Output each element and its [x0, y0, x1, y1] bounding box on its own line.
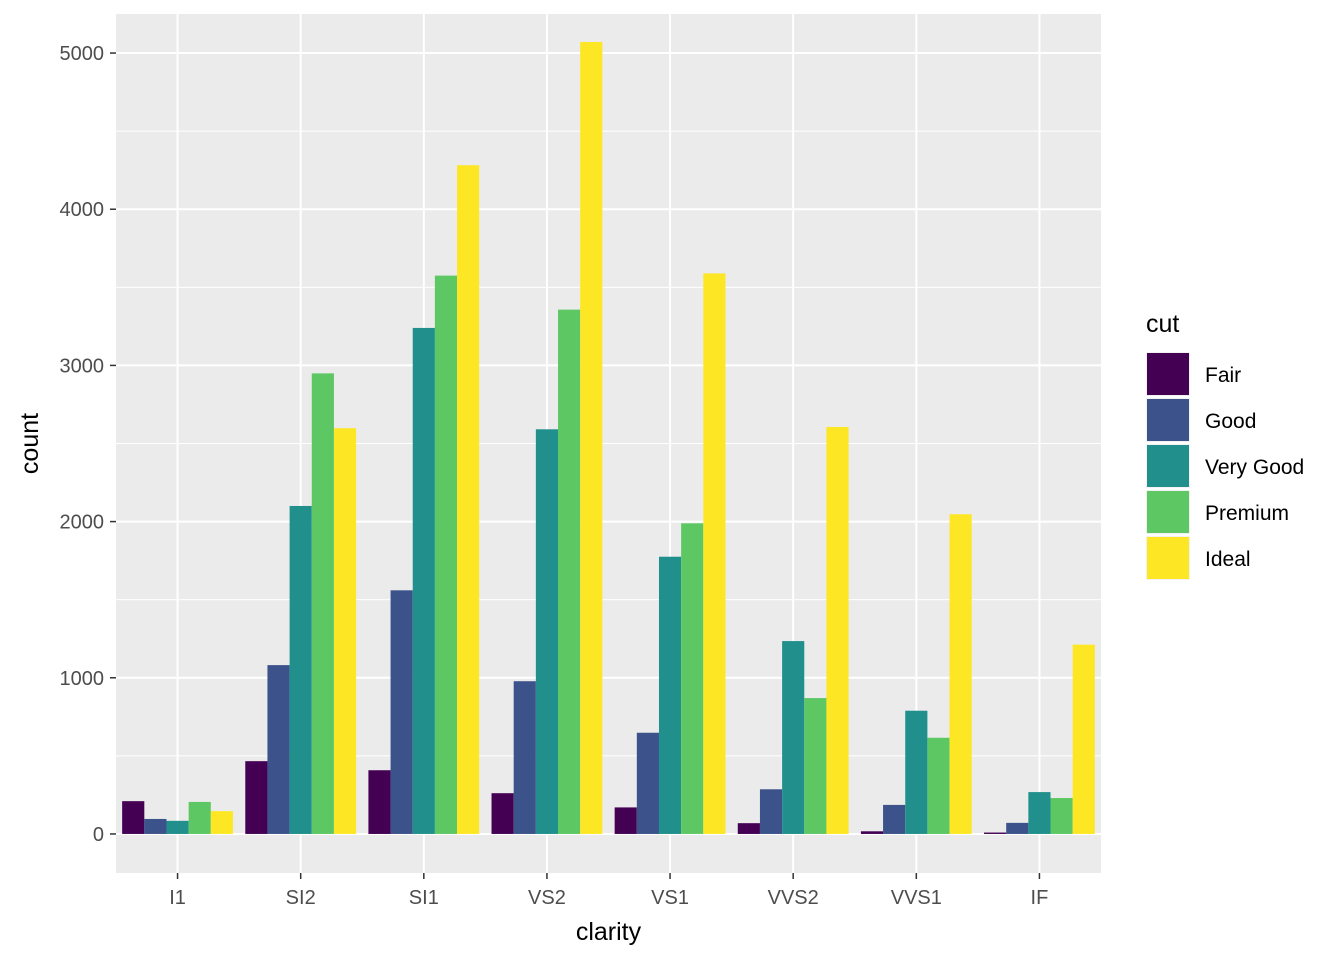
- bar: [434, 275, 458, 834]
- legend-swatch: [1147, 353, 1189, 395]
- bar: [558, 309, 581, 834]
- bar: [166, 820, 189, 834]
- legend-swatch: [1147, 445, 1189, 487]
- bar: [390, 590, 413, 834]
- legend-swatch: [1147, 491, 1189, 533]
- bar: [984, 832, 1007, 834]
- bar: [1006, 822, 1029, 834]
- bar: [580, 41, 603, 834]
- bar: [457, 165, 480, 834]
- bar: [311, 373, 334, 834]
- x-tick-label: I1: [169, 887, 186, 909]
- bar: [759, 789, 783, 834]
- bar: [491, 793, 514, 834]
- bar: [1072, 644, 1095, 834]
- x-tick-label: IF: [1031, 887, 1049, 909]
- legend-swatch: [1147, 399, 1189, 441]
- y-axis: 0 1000 2000 3000 4000 5000: [60, 43, 116, 846]
- y-tick-label: 0: [93, 824, 104, 846]
- bar: [782, 641, 805, 834]
- y-tick-label: 5000: [60, 43, 105, 65]
- bar: [188, 801, 211, 834]
- legend-swatch: [1147, 537, 1189, 579]
- bar: [412, 327, 435, 834]
- legend-label: Fair: [1205, 364, 1241, 387]
- bar: [826, 426, 849, 834]
- legend-label: Very Good: [1205, 456, 1304, 479]
- bar: [535, 429, 559, 834]
- bar: [614, 807, 637, 834]
- legend-items: Fair Good Very Good Premium Ideal: [1146, 352, 1304, 580]
- x-tick-label: SI1: [409, 887, 439, 909]
- x-tick-label: VVS1: [891, 887, 942, 909]
- y-tick-label: 1000: [60, 668, 105, 690]
- legend-label: Good: [1205, 410, 1256, 433]
- bar: [927, 737, 950, 834]
- bar: [636, 732, 659, 834]
- y-tick-label: 2000: [60, 512, 105, 534]
- x-tick-label: SI2: [286, 887, 316, 909]
- bar: [681, 523, 704, 834]
- x-tick-label: VVS2: [768, 887, 819, 909]
- bar: [245, 761, 268, 834]
- bar: [513, 681, 536, 834]
- y-axis-title: count: [16, 413, 44, 474]
- x-axis: I1 SI2 SI1 VS2 VS1 VVS2 VVS1 IF: [169, 873, 1048, 909]
- bar: [949, 514, 972, 834]
- bar: [905, 710, 928, 834]
- bar: [144, 818, 167, 834]
- bar: [883, 804, 906, 834]
- bar: [1028, 792, 1051, 834]
- bar: [703, 273, 726, 834]
- bar: [1050, 798, 1073, 834]
- bar: [658, 556, 682, 834]
- bar: [860, 831, 884, 834]
- bars-group: [122, 41, 1095, 834]
- bar: [804, 698, 827, 834]
- x-tick-label: VS1: [651, 887, 689, 909]
- bar: [289, 505, 312, 834]
- x-axis-title: clarity: [576, 918, 642, 946]
- y-tick-label: 4000: [60, 199, 105, 221]
- x-tick-label: VS2: [528, 887, 566, 909]
- bar: [333, 428, 357, 834]
- bar: [368, 770, 391, 834]
- legend: cut Fair Good Very Good Premium Ideal: [1146, 310, 1304, 580]
- legend-label: Ideal: [1205, 548, 1251, 571]
- legend-title: cut: [1146, 310, 1179, 338]
- bar: [122, 801, 145, 834]
- y-tick-label: 3000: [60, 355, 105, 377]
- legend-label: Premium: [1205, 502, 1289, 525]
- bar: [210, 811, 233, 834]
- bar: [737, 823, 760, 834]
- bar: [267, 665, 290, 834]
